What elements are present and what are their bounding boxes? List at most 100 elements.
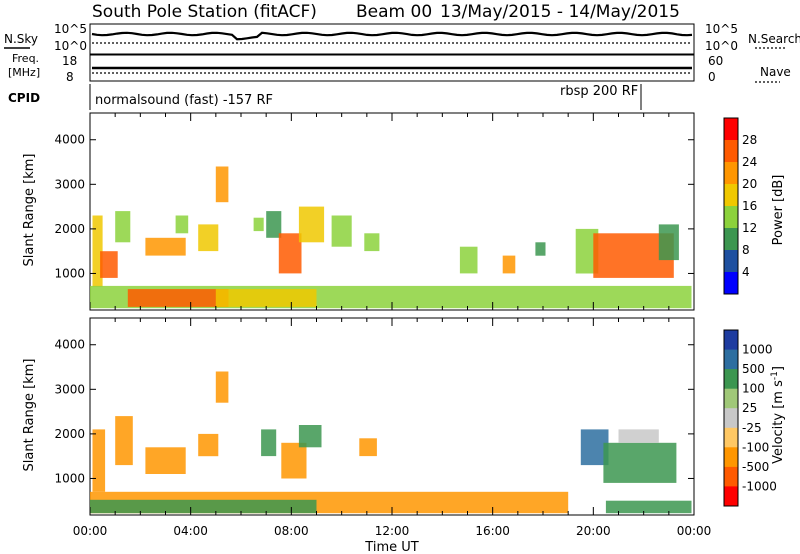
nsearch-tick-top: 10^5: [705, 22, 738, 36]
power-scatter-patch: [575, 228, 599, 274]
x-tick-label: 00:00: [677, 524, 712, 538]
power-colorbar-tick: 16: [742, 199, 757, 213]
cpid-row: CPID normalsound (fast) -157 RF rbsp 200…: [8, 84, 642, 110]
velocity-scatter-patch: [605, 500, 692, 514]
nsky-trace: [91, 31, 693, 41]
power-y-tick-label: 2000: [54, 222, 85, 236]
power-scatter-patch: [298, 206, 325, 243]
power-colorbar-tick: 12: [742, 221, 757, 235]
nsky-tick-bottom: 10^0: [54, 39, 87, 53]
velocity-scatter-patch: [359, 438, 377, 457]
power-scatter-patch: [253, 217, 264, 232]
velocity-colorbar-tick: 1000: [742, 343, 773, 357]
cpid-segment-2: rbsp 200 RF: [560, 84, 638, 99]
velocity-scatter-patch: [90, 499, 317, 514]
velocity-colorbar-tick: -500: [742, 460, 769, 474]
velocity-scatter-patch: [281, 442, 307, 479]
power-cbar-label: Power [dB]: [771, 175, 786, 246]
velocity-colorbar-tick: 25: [742, 401, 757, 415]
velocity-colorbar-swatch: [724, 447, 738, 468]
power-colorbar-tick: 4: [742, 265, 750, 279]
x-tick-label: 12:00: [375, 524, 410, 538]
power-panel: 1000 2000 3000 4000 Slant Range [km]: [22, 112, 695, 311]
power-scatter-patch: [127, 289, 229, 307]
velocity-scatter-patch: [298, 425, 322, 448]
power-colorbar-swatch: [724, 228, 738, 251]
power-colorbar-swatch: [724, 162, 738, 185]
power-ylabel: Slant Range [km]: [22, 154, 37, 267]
x-tick-label: 04:00: [173, 524, 208, 538]
power-scatter-patch: [364, 233, 380, 252]
nsky-tick-top: 10^5: [54, 22, 87, 36]
velocity-colorbar-tick: -100: [742, 440, 769, 454]
power-colorbar-swatch: [724, 184, 738, 207]
power-colorbar: Power [dB] 28 24 20 16 12 8 4: [723, 117, 786, 295]
power-scatter-patch: [175, 215, 189, 234]
velocity-scatter-patch: [115, 416, 133, 466]
velocity-colorbar-tick: -1000: [742, 479, 777, 493]
x-tick-label: 00:00: [73, 524, 108, 538]
nsky-label: N.Sky: [4, 32, 38, 46]
power-colorbar-swatch: [724, 272, 738, 295]
power-colorbar-swatch: [724, 140, 738, 163]
nsky-panel: N.Sky 10^5 10^0 10^5 10^0 N.Search: [4, 22, 800, 55]
velocity-colorbar-tick: 100: [742, 382, 765, 396]
power-scatter-patch: [145, 237, 186, 256]
power-scatter-patch: [658, 224, 679, 261]
power-scatter-patch: [535, 242, 546, 256]
velocity-y-tick-label: 3000: [54, 382, 85, 396]
velocity-colorbar-swatch: [724, 388, 738, 409]
nave-label: Nave: [760, 65, 791, 79]
velocity-cbar-label: Velocity [m s-1]: [770, 366, 786, 464]
power-colorbar-tick: 8: [742, 243, 750, 257]
velocity-colorbar-swatch: [724, 427, 738, 448]
power-y-tick-label: 1000: [54, 266, 85, 280]
power-scatter-patch: [331, 215, 352, 247]
power-colorbar-swatch: [724, 206, 738, 229]
power-colorbar-tick: 20: [742, 177, 757, 191]
power-scatter-patch: [215, 289, 317, 307]
velocity-scatter-patch: [198, 433, 219, 457]
freq-panel: Freq. [MHz] 18 8 60 0 Nave: [8, 52, 791, 84]
velocity-panel: 1000 2000 3000 4000 Slant Range [km]: [22, 317, 695, 516]
velocity-ylabel: Slant Range [km]: [22, 359, 37, 472]
power-scatter-patch: [266, 211, 282, 238]
x-tick-labels: 00:00 04:00 08:00 12:00 16:00 20:00 00:00: [73, 524, 712, 538]
power-scatter-patch: [100, 251, 118, 278]
velocity-y-tick-label: 4000: [54, 338, 85, 352]
power-scatter-patch: [115, 211, 131, 243]
velocity-colorbar-swatch: [724, 369, 738, 390]
station-title: South Pole Station (fitACF): [92, 2, 317, 22]
velocity-colorbar-swatch: [724, 349, 738, 370]
freq-unit: [MHz]: [8, 66, 40, 79]
velocity-colorbar-tick: 500: [742, 362, 765, 376]
nsearch-label: N.Search: [748, 32, 800, 46]
cpid-segment-1: normalsound (fast) -157 RF: [95, 93, 273, 108]
power-scatter-patch: [92, 215, 103, 287]
cpid-label: CPID: [8, 91, 40, 105]
nave-tick-top: 60: [708, 54, 723, 68]
velocity-colorbar-swatch: [724, 466, 738, 487]
velocity-scatter-patch: [215, 371, 229, 403]
beam-label: Beam 00: [356, 2, 432, 22]
velocity-y-tick-label: 2000: [54, 427, 85, 441]
x-tick-label: 08:00: [274, 524, 309, 538]
velocity-colorbar-swatch: [724, 486, 738, 507]
nave-tick-bottom: 0: [708, 70, 716, 84]
nsearch-tick-bottom: 10^0: [705, 39, 738, 53]
power-scatter-patch: [198, 224, 219, 252]
power-colorbar-swatch: [724, 118, 738, 141]
velocity-colorbar-tick: -25: [742, 421, 762, 435]
velocity-colorbar-swatch: [724, 330, 738, 351]
date-range: 13/May/2015 - 14/May/2015: [440, 2, 680, 22]
power-colorbar-swatch: [724, 250, 738, 273]
velocity-colorbar: Velocity [m s-1] 1000 500 100 25 -25 -100 -500…: [723, 329, 786, 507]
freq-tick-bottom: 8: [66, 70, 74, 84]
x-tick-label: 20:00: [576, 524, 611, 538]
power-y-tick-label: 3000: [54, 177, 85, 191]
velocity-y-tick-label: 1000: [54, 471, 85, 485]
velocity-scatter-patch: [145, 447, 186, 474]
power-y-tick-label: 4000: [54, 133, 85, 147]
x-tick-label: 16:00: [475, 524, 510, 538]
